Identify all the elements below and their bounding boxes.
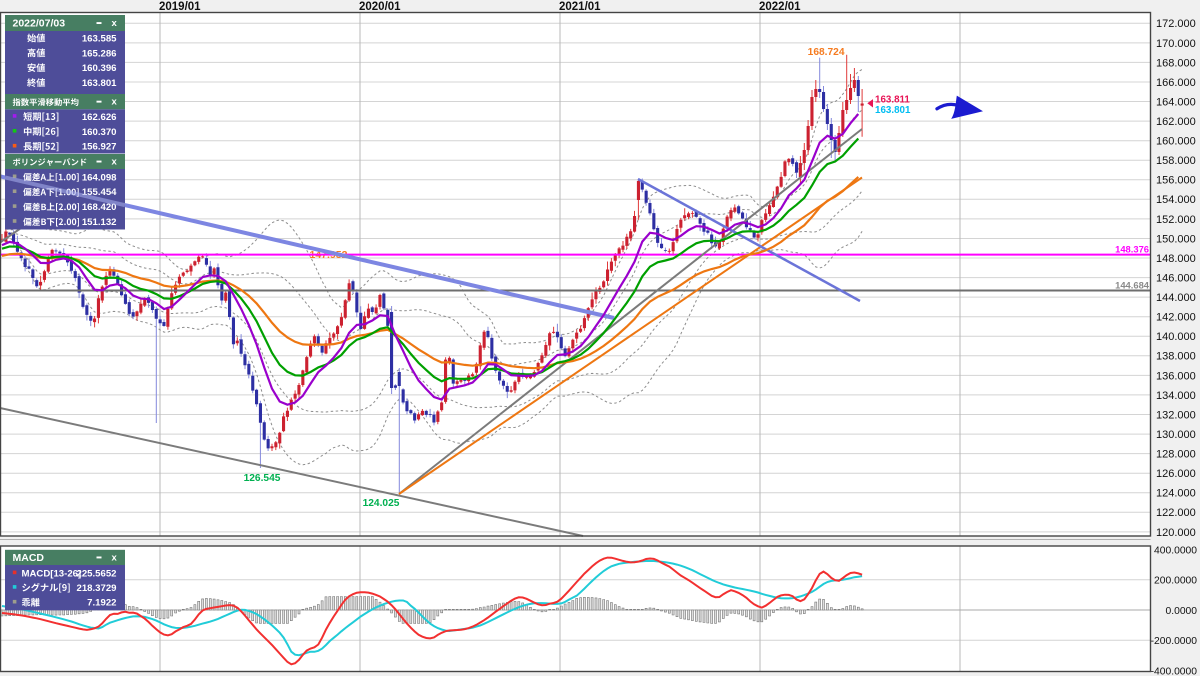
svg-text:x: x xyxy=(112,553,118,564)
svg-text:163.585: 163.585 xyxy=(82,33,117,44)
svg-text:7.1922: 7.1922 xyxy=(87,598,116,609)
svg-text:MACD[13-26]: MACD[13-26] xyxy=(22,568,82,579)
svg-text:170.000: 170.000 xyxy=(1156,38,1196,50)
svg-text:148.376: 148.376 xyxy=(1115,243,1149,254)
svg-text:x: x xyxy=(112,18,118,29)
svg-text:156.927: 156.927 xyxy=(82,142,117,153)
svg-text:134.000: 134.000 xyxy=(1156,390,1196,402)
svg-text:218.3729: 218.3729 xyxy=(76,583,116,594)
svg-text:x: x xyxy=(112,97,118,108)
svg-text:122.000: 122.000 xyxy=(1156,507,1196,519)
svg-text:152.000: 152.000 xyxy=(1156,214,1196,226)
svg-text:168.724: 168.724 xyxy=(808,47,845,58)
svg-text:136.000: 136.000 xyxy=(1156,370,1196,382)
svg-text:2022/01: 2022/01 xyxy=(759,1,801,13)
svg-text:2020/01: 2020/01 xyxy=(359,1,401,13)
svg-text:163.801: 163.801 xyxy=(875,105,911,116)
svg-text:144.684: 144.684 xyxy=(1115,279,1150,290)
svg-text:-200.0000: -200.0000 xyxy=(1151,636,1198,647)
svg-text:162.000: 162.000 xyxy=(1156,116,1196,128)
svg-text:166.000: 166.000 xyxy=(1156,77,1196,89)
svg-text:160.396: 160.396 xyxy=(82,63,117,74)
svg-text:200.0000: 200.0000 xyxy=(1154,576,1197,587)
svg-text:x: x xyxy=(112,157,118,168)
svg-text:160.000: 160.000 xyxy=(1156,136,1196,148)
svg-text:164.000: 164.000 xyxy=(1156,96,1196,108)
svg-text:162.626: 162.626 xyxy=(82,112,117,123)
svg-text:124.000: 124.000 xyxy=(1156,488,1196,500)
svg-text:172.000: 172.000 xyxy=(1156,18,1196,30)
svg-text:225.5652: 225.5652 xyxy=(76,568,116,579)
svg-text:120.000: 120.000 xyxy=(1156,527,1196,539)
svg-text:142.000: 142.000 xyxy=(1156,312,1196,324)
svg-text:128.000: 128.000 xyxy=(1156,449,1196,461)
svg-text:132.000: 132.000 xyxy=(1156,409,1196,421)
svg-text:146.000: 146.000 xyxy=(1156,273,1196,285)
svg-text:168.420: 168.420 xyxy=(82,202,117,213)
svg-text:2022/07/03: 2022/07/03 xyxy=(13,18,66,30)
svg-text:0.0000: 0.0000 xyxy=(1166,606,1198,617)
svg-text:126.000: 126.000 xyxy=(1156,468,1196,480)
svg-text:MACD: MACD xyxy=(13,552,45,564)
svg-text:126.545: 126.545 xyxy=(244,473,281,484)
svg-text:138.000: 138.000 xyxy=(1156,351,1196,363)
svg-text:163.811: 163.811 xyxy=(875,94,910,105)
svg-text:124.025: 124.025 xyxy=(363,498,400,509)
svg-text:400.0000: 400.0000 xyxy=(1154,545,1197,556)
svg-text:163.801: 163.801 xyxy=(82,78,117,89)
svg-text:165.286: 165.286 xyxy=(82,48,117,59)
svg-text:155.454: 155.454 xyxy=(82,187,117,198)
svg-text:160.370: 160.370 xyxy=(82,127,117,138)
svg-text:140.000: 140.000 xyxy=(1156,331,1196,343)
svg-text:130.000: 130.000 xyxy=(1156,429,1196,441)
svg-text:154.000: 154.000 xyxy=(1156,194,1196,206)
svg-text:2019/01: 2019/01 xyxy=(159,1,201,13)
svg-text:156.000: 156.000 xyxy=(1156,175,1196,187)
svg-text:158.000: 158.000 xyxy=(1156,155,1196,167)
svg-text:164.098: 164.098 xyxy=(82,172,117,183)
svg-text:144.000: 144.000 xyxy=(1156,292,1196,304)
svg-text:148.000: 148.000 xyxy=(1156,253,1196,265)
svg-text:151.132: 151.132 xyxy=(82,217,117,228)
svg-text:168.000: 168.000 xyxy=(1156,57,1196,69)
svg-text:150.000: 150.000 xyxy=(1156,233,1196,245)
svg-text:-400.0000: -400.0000 xyxy=(1151,666,1198,676)
svg-text:2021/01: 2021/01 xyxy=(559,1,601,13)
